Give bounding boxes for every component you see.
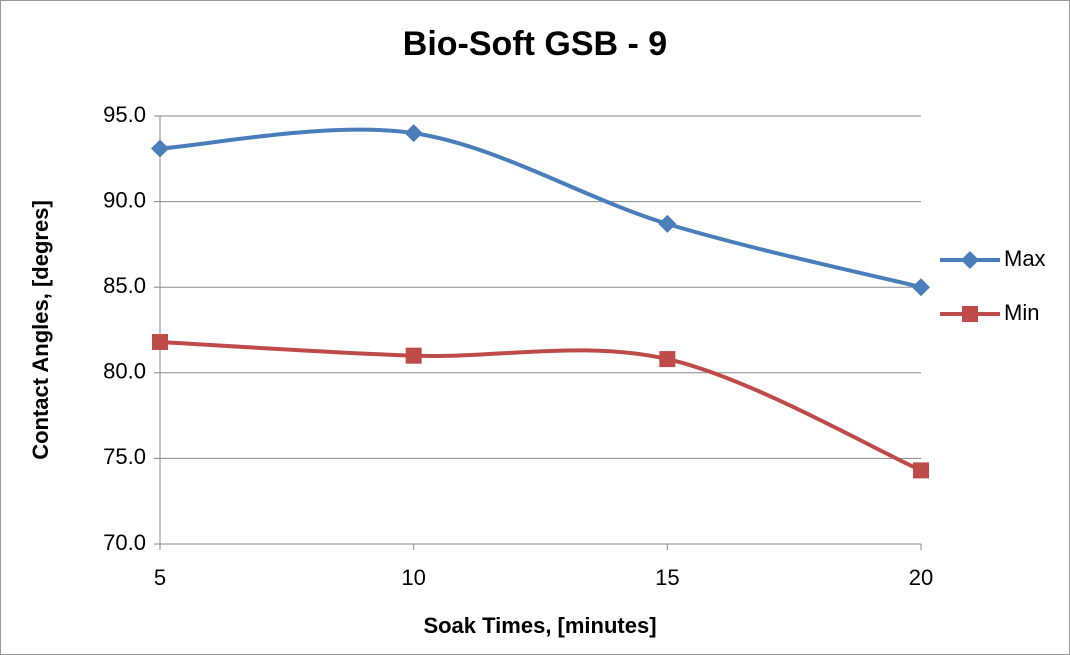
marker [912, 278, 930, 297]
marker [659, 351, 676, 368]
y-tick-label: 90.0 [103, 187, 146, 212]
x-tick-label: 20 [909, 565, 933, 590]
marker [658, 214, 677, 233]
series-line [159, 339, 922, 473]
y-tick-label: 85.0 [103, 273, 146, 298]
y-tick-label: 70.0 [103, 530, 146, 555]
x-tick-label: 15 [655, 565, 679, 590]
legend-marker [962, 306, 978, 322]
marker [913, 462, 929, 479]
x-axis-label: Soak Times, [minutes] [423, 613, 656, 638]
legend-label: Min [1004, 300, 1039, 325]
chart-title: Bio-Soft GSB - 9 [403, 25, 667, 63]
y-tick-label: 80.0 [103, 359, 146, 384]
series-line [159, 127, 922, 290]
marker [404, 124, 423, 143]
y-tick-label: 95.0 [103, 102, 146, 127]
y-tick-label: 75.0 [103, 444, 146, 469]
marker [152, 333, 168, 350]
legend-marker [961, 251, 979, 269]
x-tick-label: 5 [154, 565, 166, 590]
marker [405, 347, 422, 364]
marker [151, 139, 169, 158]
x-tick-label: 10 [401, 565, 425, 590]
legend-label: Max [1004, 246, 1046, 271]
y-axis-label: Contact Angles, [degres] [28, 200, 53, 460]
